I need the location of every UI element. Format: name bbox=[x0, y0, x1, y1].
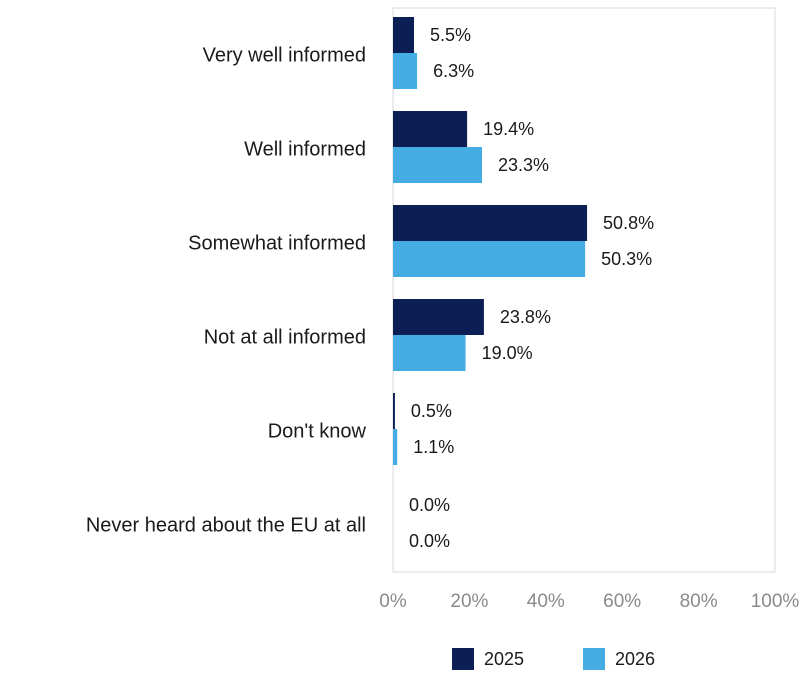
x-tick-label: 60% bbox=[603, 591, 641, 612]
x-tick-label: 80% bbox=[680, 591, 718, 612]
plot-area-frame bbox=[392, 7, 776, 573]
x-tick-label: 100% bbox=[751, 591, 800, 612]
category-label: Not at all informed bbox=[204, 326, 366, 348]
bar-2025 bbox=[393, 17, 415, 53]
bar-2026 bbox=[393, 241, 586, 277]
x-tick-label: 0% bbox=[379, 591, 407, 612]
bar-2026 bbox=[393, 335, 466, 371]
bar-2025 bbox=[393, 393, 395, 429]
category-label: Very well informed bbox=[203, 44, 366, 66]
legend: 2025 2026 bbox=[452, 648, 655, 670]
value-labels: 5.5% 6.3% 19.4% 23.3% 50.8% 50.3% 23.8% 19.0% 0.… bbox=[409, 25, 654, 551]
x-tick-label: 40% bbox=[527, 591, 565, 612]
category-label: Well informed bbox=[244, 138, 366, 160]
bar-2026 bbox=[393, 429, 398, 465]
legend-swatch-2025 bbox=[452, 648, 474, 670]
bar-2025 bbox=[393, 111, 468, 147]
data-label: 0.0% bbox=[409, 495, 450, 515]
data-label: 1.1% bbox=[413, 437, 454, 457]
category-labels: Very well informed Well informed Somewhat … bbox=[86, 44, 367, 536]
data-label: 19.4% bbox=[483, 119, 534, 139]
bars bbox=[393, 17, 588, 465]
x-tick-label: 20% bbox=[450, 591, 488, 612]
x-axis-ticks: 0% 20% 40% 60% 80% 100% bbox=[379, 591, 799, 612]
category-label: Don't know bbox=[268, 420, 367, 442]
data-label: 6.3% bbox=[433, 61, 474, 81]
bar-2026 bbox=[393, 53, 418, 89]
bar-2026 bbox=[393, 147, 483, 183]
legend-label: 2026 bbox=[615, 649, 655, 669]
category-label: Somewhat informed bbox=[188, 232, 366, 254]
data-label: 0.5% bbox=[411, 401, 452, 421]
data-label: 0.0% bbox=[409, 531, 450, 551]
legend-label: 2025 bbox=[484, 649, 524, 669]
bar-2025 bbox=[393, 299, 484, 335]
bar-2025 bbox=[393, 205, 588, 241]
legend-swatch-2026 bbox=[583, 648, 605, 670]
data-label: 50.3% bbox=[601, 249, 652, 269]
category-label: Never heard about the EU at all bbox=[86, 514, 366, 536]
data-label: 23.8% bbox=[500, 307, 551, 327]
data-label: 50.8% bbox=[603, 213, 654, 233]
data-label: 23.3% bbox=[498, 155, 549, 175]
data-label: 19.0% bbox=[482, 343, 533, 363]
data-label: 5.5% bbox=[430, 25, 471, 45]
